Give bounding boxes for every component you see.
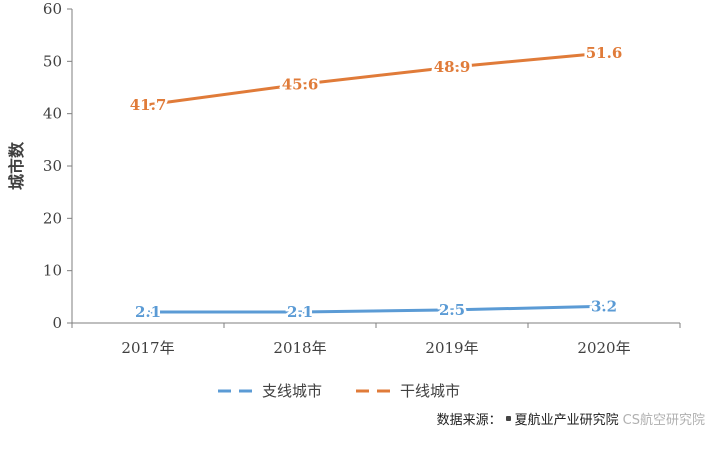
source-text: 夏航业产业研究院 (514, 413, 619, 428)
y-tick-label: 20 (43, 209, 62, 227)
x-axis: 2017年 2018年 2019年 2020年 (71, 322, 681, 357)
legend-label: 支线城市 (262, 382, 322, 400)
data-label: 48.9 (434, 58, 471, 76)
data-label: 2.1 (287, 303, 313, 321)
x-tick-label: 2018年 (273, 339, 326, 357)
y-axis: 0 10 20 30 40 50 60 (43, 0, 73, 332)
data-label: 3.2 (591, 297, 617, 315)
y-axis-title: 城市数 (7, 141, 26, 190)
y-tick-label: 0 (52, 314, 62, 332)
watermark-text: CS航空研究院 (622, 413, 705, 428)
source-label: 数据来源： (436, 413, 502, 428)
series-line (148, 304, 605, 314)
series-layer (147, 51, 605, 314)
y-tick-label: 30 (43, 157, 62, 175)
data-label: 2.1 (135, 303, 161, 321)
data-label: 45.6 (282, 75, 319, 93)
legend: 支线城市 干线城市 (218, 382, 460, 400)
series-line (147, 51, 605, 107)
data-label: 41.7 (130, 96, 167, 114)
data-label-layer: 2.1 2.1 2.5 3.2 41.7 45.6 48.9 51.6 (127, 41, 625, 323)
separator-dot (505, 416, 511, 421)
x-tick-label: 2017年 (121, 339, 174, 357)
y-tick-label: 60 (43, 0, 62, 18)
y-tick-label: 10 (43, 262, 62, 280)
y-tick-label: 40 (43, 105, 62, 123)
x-tick-label: 2019年 (425, 339, 478, 357)
legend-label: 干线城市 (400, 382, 460, 400)
x-tick-label: 2020年 (577, 339, 630, 357)
data-label: 2.5 (439, 301, 465, 319)
data-label: 51.6 (586, 44, 623, 62)
source-note: 数据来源： 夏航业产业研究院 CS航空研究院 (437, 409, 705, 428)
y-tick-label: 50 (43, 52, 62, 70)
